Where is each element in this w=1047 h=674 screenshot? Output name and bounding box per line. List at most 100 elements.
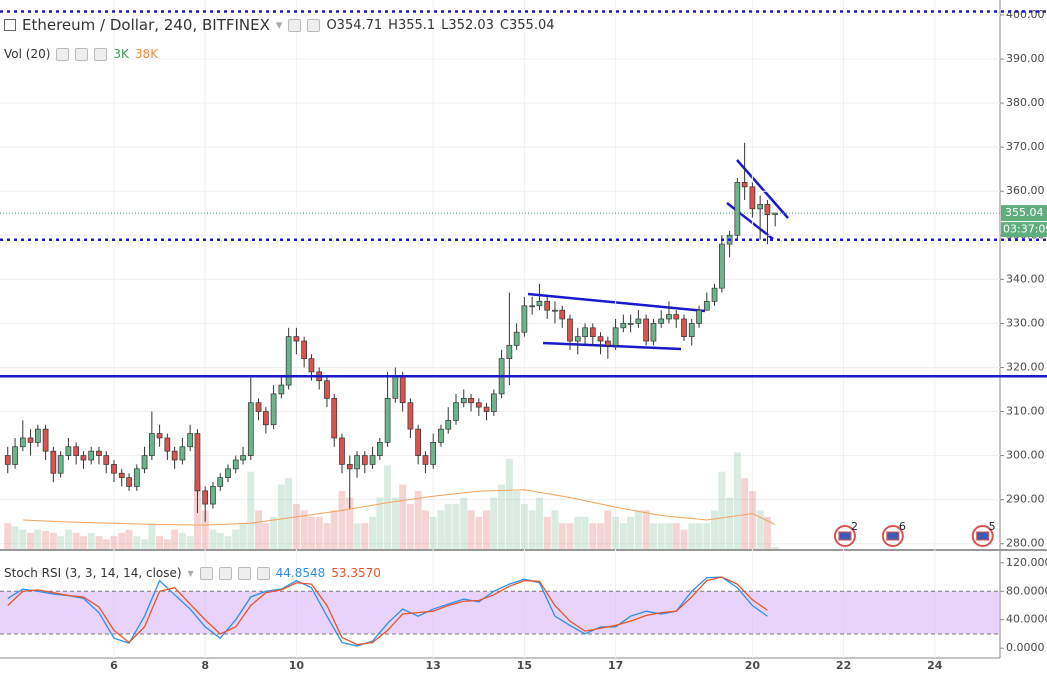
candle-body <box>460 397 467 404</box>
volume-bar <box>437 510 445 549</box>
candle-body <box>187 433 194 448</box>
volume-bar <box>726 497 734 549</box>
y-tick-label: 290.00 <box>1006 493 1045 506</box>
candle-body <box>430 442 437 465</box>
event-flag <box>886 531 900 541</box>
candle-body <box>445 419 452 430</box>
candle-body <box>703 301 710 311</box>
candle-body <box>293 336 300 342</box>
icon[interactable] <box>307 18 321 32</box>
dropdown[interactable]: ▾ <box>187 566 194 580</box>
icon[interactable] <box>288 18 302 32</box>
candle-body <box>65 446 72 456</box>
volume-bar <box>703 523 711 549</box>
volume-bar <box>95 536 103 549</box>
x-tick-label: 15 <box>517 659 532 672</box>
volume-bar <box>711 510 719 549</box>
x-tick-label: 10 <box>289 659 305 672</box>
icon[interactable] <box>218 566 232 580</box>
volume-bar <box>558 523 566 549</box>
candle-body <box>217 477 224 487</box>
x-tick-label: 22 <box>836 659 851 672</box>
icon[interactable] <box>199 566 213 580</box>
volume-bar <box>642 510 650 549</box>
candle-body <box>88 450 95 461</box>
volume-bar <box>148 523 156 549</box>
volume-bar <box>574 516 582 549</box>
candle-body <box>4 455 11 465</box>
volume-bar <box>733 452 741 549</box>
volume-bar <box>300 510 308 549</box>
volume-bar <box>612 516 620 549</box>
candle-body <box>19 437 26 448</box>
candle-body <box>384 397 391 443</box>
volume-bar <box>353 523 361 549</box>
volume-bar <box>490 497 498 549</box>
event-count: 5 <box>989 520 996 533</box>
volume-bar <box>589 523 597 549</box>
candle-body <box>749 186 756 210</box>
volume-bar <box>224 536 232 549</box>
y-tick-label: 390.00 <box>1006 52 1045 65</box>
icon[interactable] <box>94 47 108 61</box>
x-tick-label: 20 <box>745 659 761 672</box>
y-tick-label: 80.0000 <box>1006 584 1047 597</box>
candle-body <box>42 428 49 452</box>
volume-bar <box>498 484 506 549</box>
volume-bar <box>216 532 224 549</box>
candle-body <box>552 309 558 312</box>
y-tick-label: 380.00 <box>1006 96 1045 109</box>
x-tick-label: 17 <box>608 659 623 672</box>
volume-bar <box>209 529 217 549</box>
volume-bar <box>247 471 255 549</box>
candle-body <box>415 428 421 456</box>
candle-body <box>734 182 741 236</box>
volume-bar <box>695 523 703 549</box>
volume-bar <box>452 503 460 549</box>
volume-bar <box>255 510 263 549</box>
ohlc-key: O <box>326 17 337 33</box>
volume-title: Vol (20) <box>4 47 51 61</box>
candle-body <box>506 345 513 360</box>
volume-bar <box>361 523 369 549</box>
volume-bar <box>270 516 278 549</box>
y-tick-label: 120.0000 <box>1006 556 1047 569</box>
volume-bar <box>277 484 285 549</box>
candle-body <box>574 336 581 342</box>
volume-bar <box>467 510 475 549</box>
volume-bar <box>627 516 635 549</box>
volume-bar <box>118 532 126 549</box>
ohlc-key: C <box>499 17 509 33</box>
icon[interactable] <box>237 566 251 580</box>
volume-bar <box>520 503 528 549</box>
candle-body <box>521 305 528 333</box>
candle-body <box>741 182 748 188</box>
volume-bar <box>771 547 779 549</box>
candle-body <box>126 477 132 487</box>
volume-bar <box>42 530 50 549</box>
dropdown[interactable]: ▾ <box>275 17 283 33</box>
volume-bar <box>581 516 589 549</box>
x-tick-label: 13 <box>426 659 441 672</box>
volume-bar <box>528 510 536 549</box>
icon[interactable] <box>256 566 270 580</box>
volume-bar <box>19 529 27 549</box>
candle-body <box>376 442 383 456</box>
candle-body <box>582 327 588 337</box>
volume-bar <box>597 523 605 549</box>
candle-body <box>718 243 725 289</box>
volume-bar <box>49 532 57 549</box>
icon[interactable] <box>75 47 89 61</box>
candle-body <box>308 358 315 373</box>
collapse-icon[interactable] <box>4 19 16 31</box>
icon[interactable] <box>56 47 70 61</box>
candle-body <box>27 437 34 443</box>
volume-bar <box>11 526 19 549</box>
candle-body <box>148 433 155 456</box>
volume-bar <box>649 523 657 549</box>
candle-body <box>438 428 444 443</box>
y-tick-label: 320.00 <box>1006 360 1045 373</box>
volume-bar <box>406 503 414 549</box>
candle-body <box>50 450 57 474</box>
